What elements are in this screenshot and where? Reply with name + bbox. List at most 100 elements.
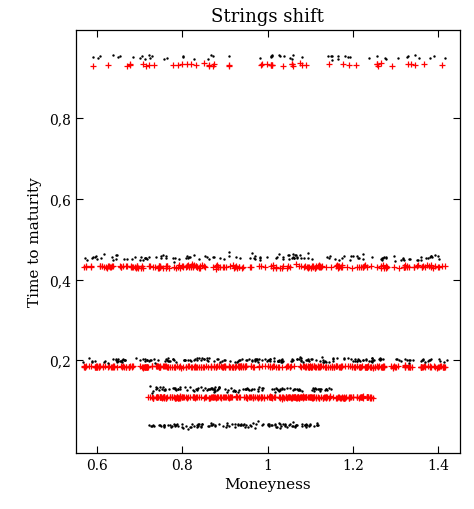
Point [276, 423, 283, 432]
Point [254, 358, 262, 366]
Point [363, 363, 371, 372]
Point [97, 263, 104, 271]
Point [230, 386, 237, 394]
Point [112, 255, 120, 263]
Point [235, 393, 243, 402]
Point [153, 362, 160, 371]
Point [293, 253, 301, 261]
Point [374, 61, 381, 69]
Point [349, 393, 357, 402]
Point [186, 356, 193, 364]
Point [331, 255, 339, 263]
Point [249, 393, 257, 401]
Point [377, 255, 385, 263]
Point [160, 393, 168, 402]
Point [242, 362, 250, 370]
Point [312, 263, 320, 271]
Point [237, 356, 244, 364]
Point [237, 420, 245, 429]
Point [354, 393, 361, 401]
Point [408, 363, 416, 371]
Point [160, 383, 167, 391]
Point [193, 422, 201, 431]
Point [330, 363, 337, 371]
Point [198, 354, 206, 362]
Point [270, 357, 278, 365]
Point [279, 264, 286, 272]
Point [427, 355, 435, 363]
Point [285, 393, 292, 402]
Point [241, 385, 248, 393]
Point [374, 61, 381, 69]
Point [421, 362, 428, 371]
Point [186, 383, 193, 391]
Point [212, 393, 220, 402]
Point [369, 356, 377, 364]
Point [171, 254, 178, 263]
Point [247, 263, 255, 271]
Point [286, 263, 294, 271]
Point [126, 363, 133, 371]
Point [405, 263, 413, 271]
Point [155, 421, 163, 429]
Point [440, 363, 448, 371]
Point [210, 362, 218, 371]
Point [272, 265, 280, 273]
Point [201, 384, 209, 392]
Point [365, 55, 373, 63]
Point [198, 383, 205, 391]
Point [113, 252, 121, 260]
Point [185, 362, 193, 371]
Point [208, 421, 216, 429]
Point [210, 386, 218, 394]
Point [215, 420, 223, 429]
Point [312, 363, 319, 371]
Point [126, 363, 133, 372]
Point [274, 357, 282, 365]
Point [382, 263, 390, 271]
Point [349, 357, 357, 365]
Point [307, 393, 315, 401]
Point [148, 422, 156, 430]
Point [290, 62, 297, 70]
Point [229, 262, 237, 270]
Point [306, 422, 313, 431]
Point [210, 61, 218, 69]
Point [321, 363, 329, 371]
Point [85, 362, 93, 371]
Point [428, 253, 436, 262]
Point [232, 420, 239, 429]
Point [81, 363, 88, 371]
Point [282, 422, 289, 430]
Point [342, 52, 349, 61]
Point [305, 363, 313, 372]
Point [119, 263, 127, 271]
Point [314, 363, 322, 371]
Point [264, 356, 272, 364]
X-axis label: Moneyness: Moneyness [225, 477, 311, 491]
Point [310, 384, 317, 392]
Point [235, 363, 243, 371]
Point [271, 388, 278, 396]
Point [353, 264, 360, 272]
Point [191, 356, 198, 364]
Point [290, 393, 297, 402]
Point [192, 385, 200, 393]
Point [380, 261, 387, 269]
Point [196, 420, 203, 429]
Point [328, 362, 336, 370]
Point [356, 363, 364, 372]
Point [317, 263, 324, 271]
Point [313, 385, 320, 393]
Point [267, 62, 274, 70]
Point [255, 355, 263, 363]
Point [113, 357, 121, 365]
Point [117, 264, 125, 272]
Point [304, 393, 312, 401]
Point [329, 356, 337, 364]
Point [166, 393, 174, 402]
Point [190, 422, 198, 431]
Point [265, 420, 273, 429]
Point [328, 57, 336, 65]
Point [89, 54, 96, 62]
